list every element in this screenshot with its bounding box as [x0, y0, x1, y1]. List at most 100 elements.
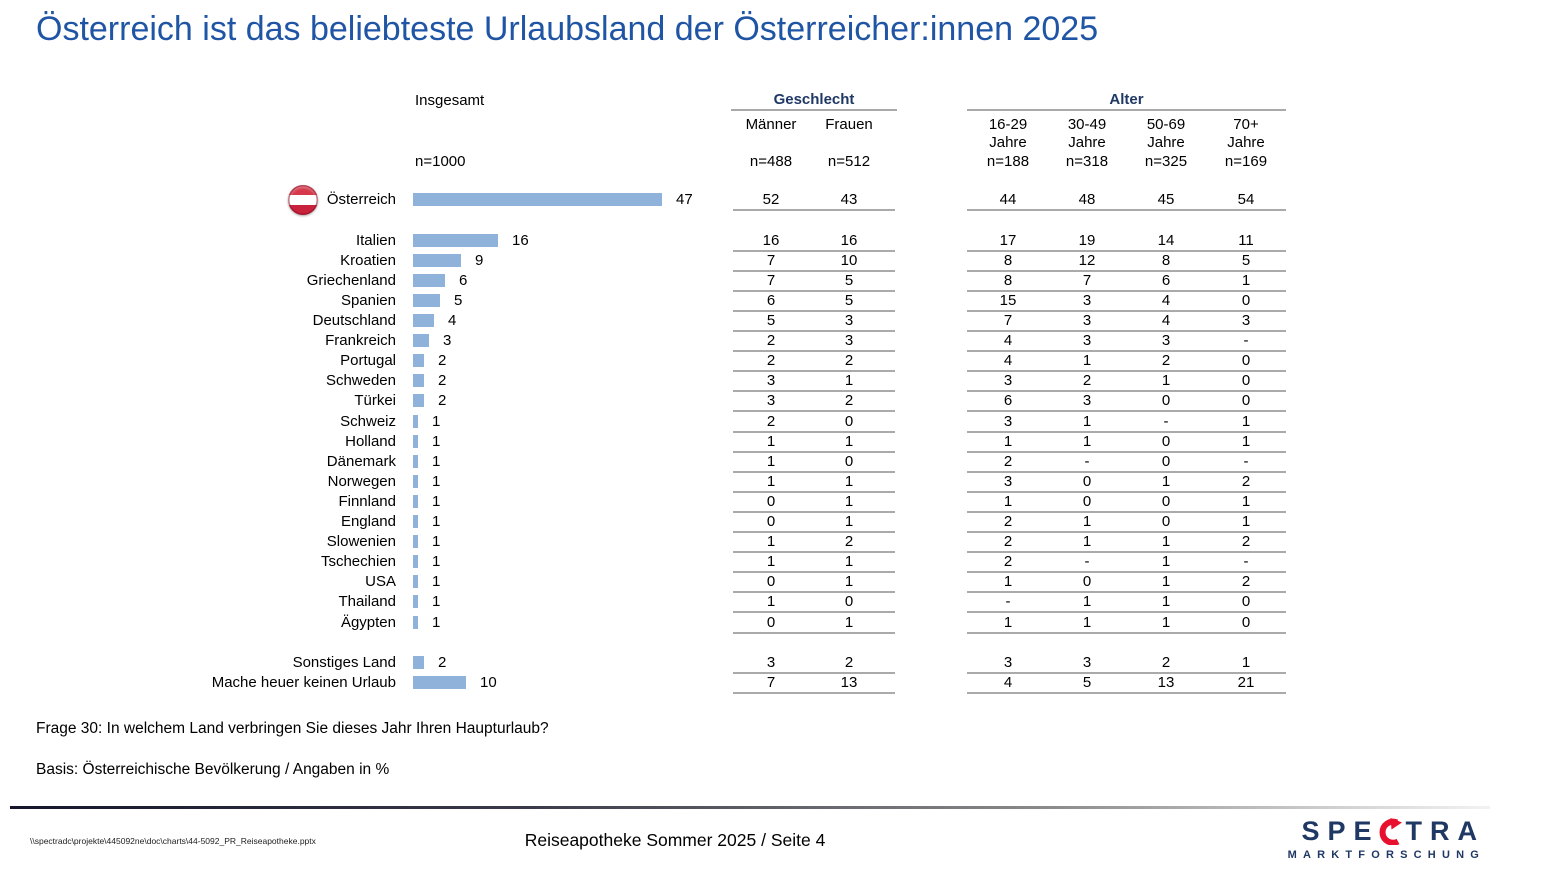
bar-value-label: 1: [432, 573, 441, 590]
age-16-29-value: 3: [1003, 473, 1013, 490]
age-50-69-value: 2: [1161, 654, 1171, 671]
frauen-value: 2: [844, 392, 854, 409]
value-bar: [413, 274, 445, 287]
page-footer-text: Reiseapotheke Sommer 2025 / Seite 4: [524, 830, 826, 850]
frauen-n-label: n=512: [827, 153, 871, 170]
age-50-69-value: 1: [1161, 533, 1171, 550]
age-16-29-value: 3: [1003, 372, 1013, 389]
age-16-29-value: 4: [1003, 674, 1013, 691]
spectra-swoosh-icon: [1376, 818, 1402, 846]
frauen-value: 13: [840, 674, 858, 691]
age-30-49-value: -: [1084, 453, 1090, 470]
age-row-underline: [967, 431, 1286, 433]
age-70-value: 21: [1237, 674, 1255, 691]
country-label: Finnland: [338, 493, 396, 510]
value-bar: [413, 354, 424, 367]
age-row-underline: [967, 571, 1286, 573]
age-70-value: 1: [1241, 493, 1251, 510]
frauen-value: 2: [844, 533, 854, 550]
age-16-29-value: -: [1005, 593, 1011, 610]
geschlecht-header-underline: [731, 109, 897, 111]
age-30-49-column-header-line2: Jahre: [1068, 134, 1106, 151]
age-70-value: 0: [1241, 593, 1251, 610]
age-row-underline: [967, 531, 1286, 533]
age-16-29-value: 1: [1003, 493, 1013, 510]
bar-value-label: 1: [432, 473, 441, 490]
frauen-value: 5: [844, 292, 854, 309]
age-row-underline: [967, 250, 1286, 252]
frauen-value: 2: [844, 352, 854, 369]
value-bar: [413, 254, 461, 267]
value-bar: [413, 455, 419, 468]
maenner-value: 3: [766, 392, 776, 409]
bar-value-label: 5: [454, 292, 463, 309]
frauen-value: 1: [844, 473, 854, 490]
table-row: Schweden 2 3 1 3 2 1 0: [0, 371, 1547, 392]
bar-value-label: 2: [438, 654, 447, 671]
age-16-29-value: 1: [1003, 433, 1013, 450]
value-bar: [413, 595, 419, 608]
table-row: Sonstiges Land 2 3 2 3 3 2 1: [0, 653, 1547, 674]
frauen-value: 3: [844, 312, 854, 329]
value-bar: [413, 495, 419, 508]
alter-group-header: Alter: [1109, 91, 1144, 108]
country-label: Griechenland: [306, 272, 396, 289]
gender-row-underline: [733, 551, 895, 553]
age-16-29-value: 4: [1003, 332, 1013, 349]
austria-flag-icon: [288, 185, 318, 215]
country-label: Portugal: [340, 352, 396, 369]
country-label: Deutschland: [312, 312, 396, 329]
country-label: Kroatien: [340, 252, 396, 269]
age-50-69-value: 3: [1161, 332, 1171, 349]
age-row-underline: [967, 692, 1286, 694]
gender-row-underline: [733, 511, 895, 513]
age-30-49-value: 3: [1082, 312, 1092, 329]
age-50-69-value: 0: [1161, 433, 1171, 450]
bar-value-label: 1: [432, 493, 441, 510]
table-row: Italien 16 16 16 17 19 14 11: [0, 231, 1547, 252]
age-row-underline: [967, 390, 1286, 392]
age-row-underline: [967, 672, 1286, 674]
age-50-69-value: 1: [1161, 593, 1171, 610]
value-bar: [413, 435, 419, 448]
age-50-69-value: 1: [1161, 614, 1171, 631]
value-bar: [413, 616, 419, 629]
age-50-69-value: 1: [1161, 573, 1171, 590]
value-bar: [413, 374, 424, 387]
country-label: Ägypten: [340, 614, 396, 631]
age-70-value: 54: [1237, 191, 1255, 208]
country-label: Tschechien: [320, 553, 396, 570]
age-70-n-label: n=169: [1224, 153, 1268, 170]
age-70-value: 1: [1241, 654, 1251, 671]
age-30-49-value: 7: [1082, 272, 1092, 289]
age-30-49-value: 5: [1082, 674, 1092, 691]
age-30-49-value: 19: [1078, 232, 1096, 249]
age-row-underline: [967, 611, 1286, 613]
frauen-value: 1: [844, 573, 854, 590]
insgesamt-column-header: Insgesamt: [415, 92, 485, 109]
value-bar: [413, 394, 424, 407]
frauen-value: 16: [840, 232, 858, 249]
value-bar: [413, 535, 419, 548]
value-bar: [413, 314, 435, 327]
gender-row-underline: [733, 491, 895, 493]
country-label: Schweden: [325, 372, 396, 389]
country-label: Schweiz: [340, 413, 396, 430]
age-30-49-column-header: 30-49: [1067, 116, 1107, 133]
table-row: Spanien 5 6 5 15 3 4 0: [0, 291, 1547, 312]
age-16-29-value: 3: [1003, 413, 1013, 430]
frauen-value: 0: [844, 413, 854, 430]
age-30-49-value: 12: [1078, 252, 1096, 269]
age-70-value: 0: [1241, 372, 1251, 389]
bar-value-label: 16: [512, 232, 529, 249]
value-bar: [413, 676, 466, 689]
bar-value-label: 47: [676, 191, 693, 208]
country-label: Spanien: [340, 292, 396, 309]
maenner-value: 5: [766, 312, 776, 329]
age-70-value: 2: [1241, 573, 1251, 590]
table-row: Schweiz 1 2 0 3 1 - 1: [0, 412, 1547, 433]
age-50-69-value: 1: [1161, 473, 1171, 490]
age-30-49-value: 1: [1082, 413, 1092, 430]
maenner-value: 1: [766, 553, 776, 570]
